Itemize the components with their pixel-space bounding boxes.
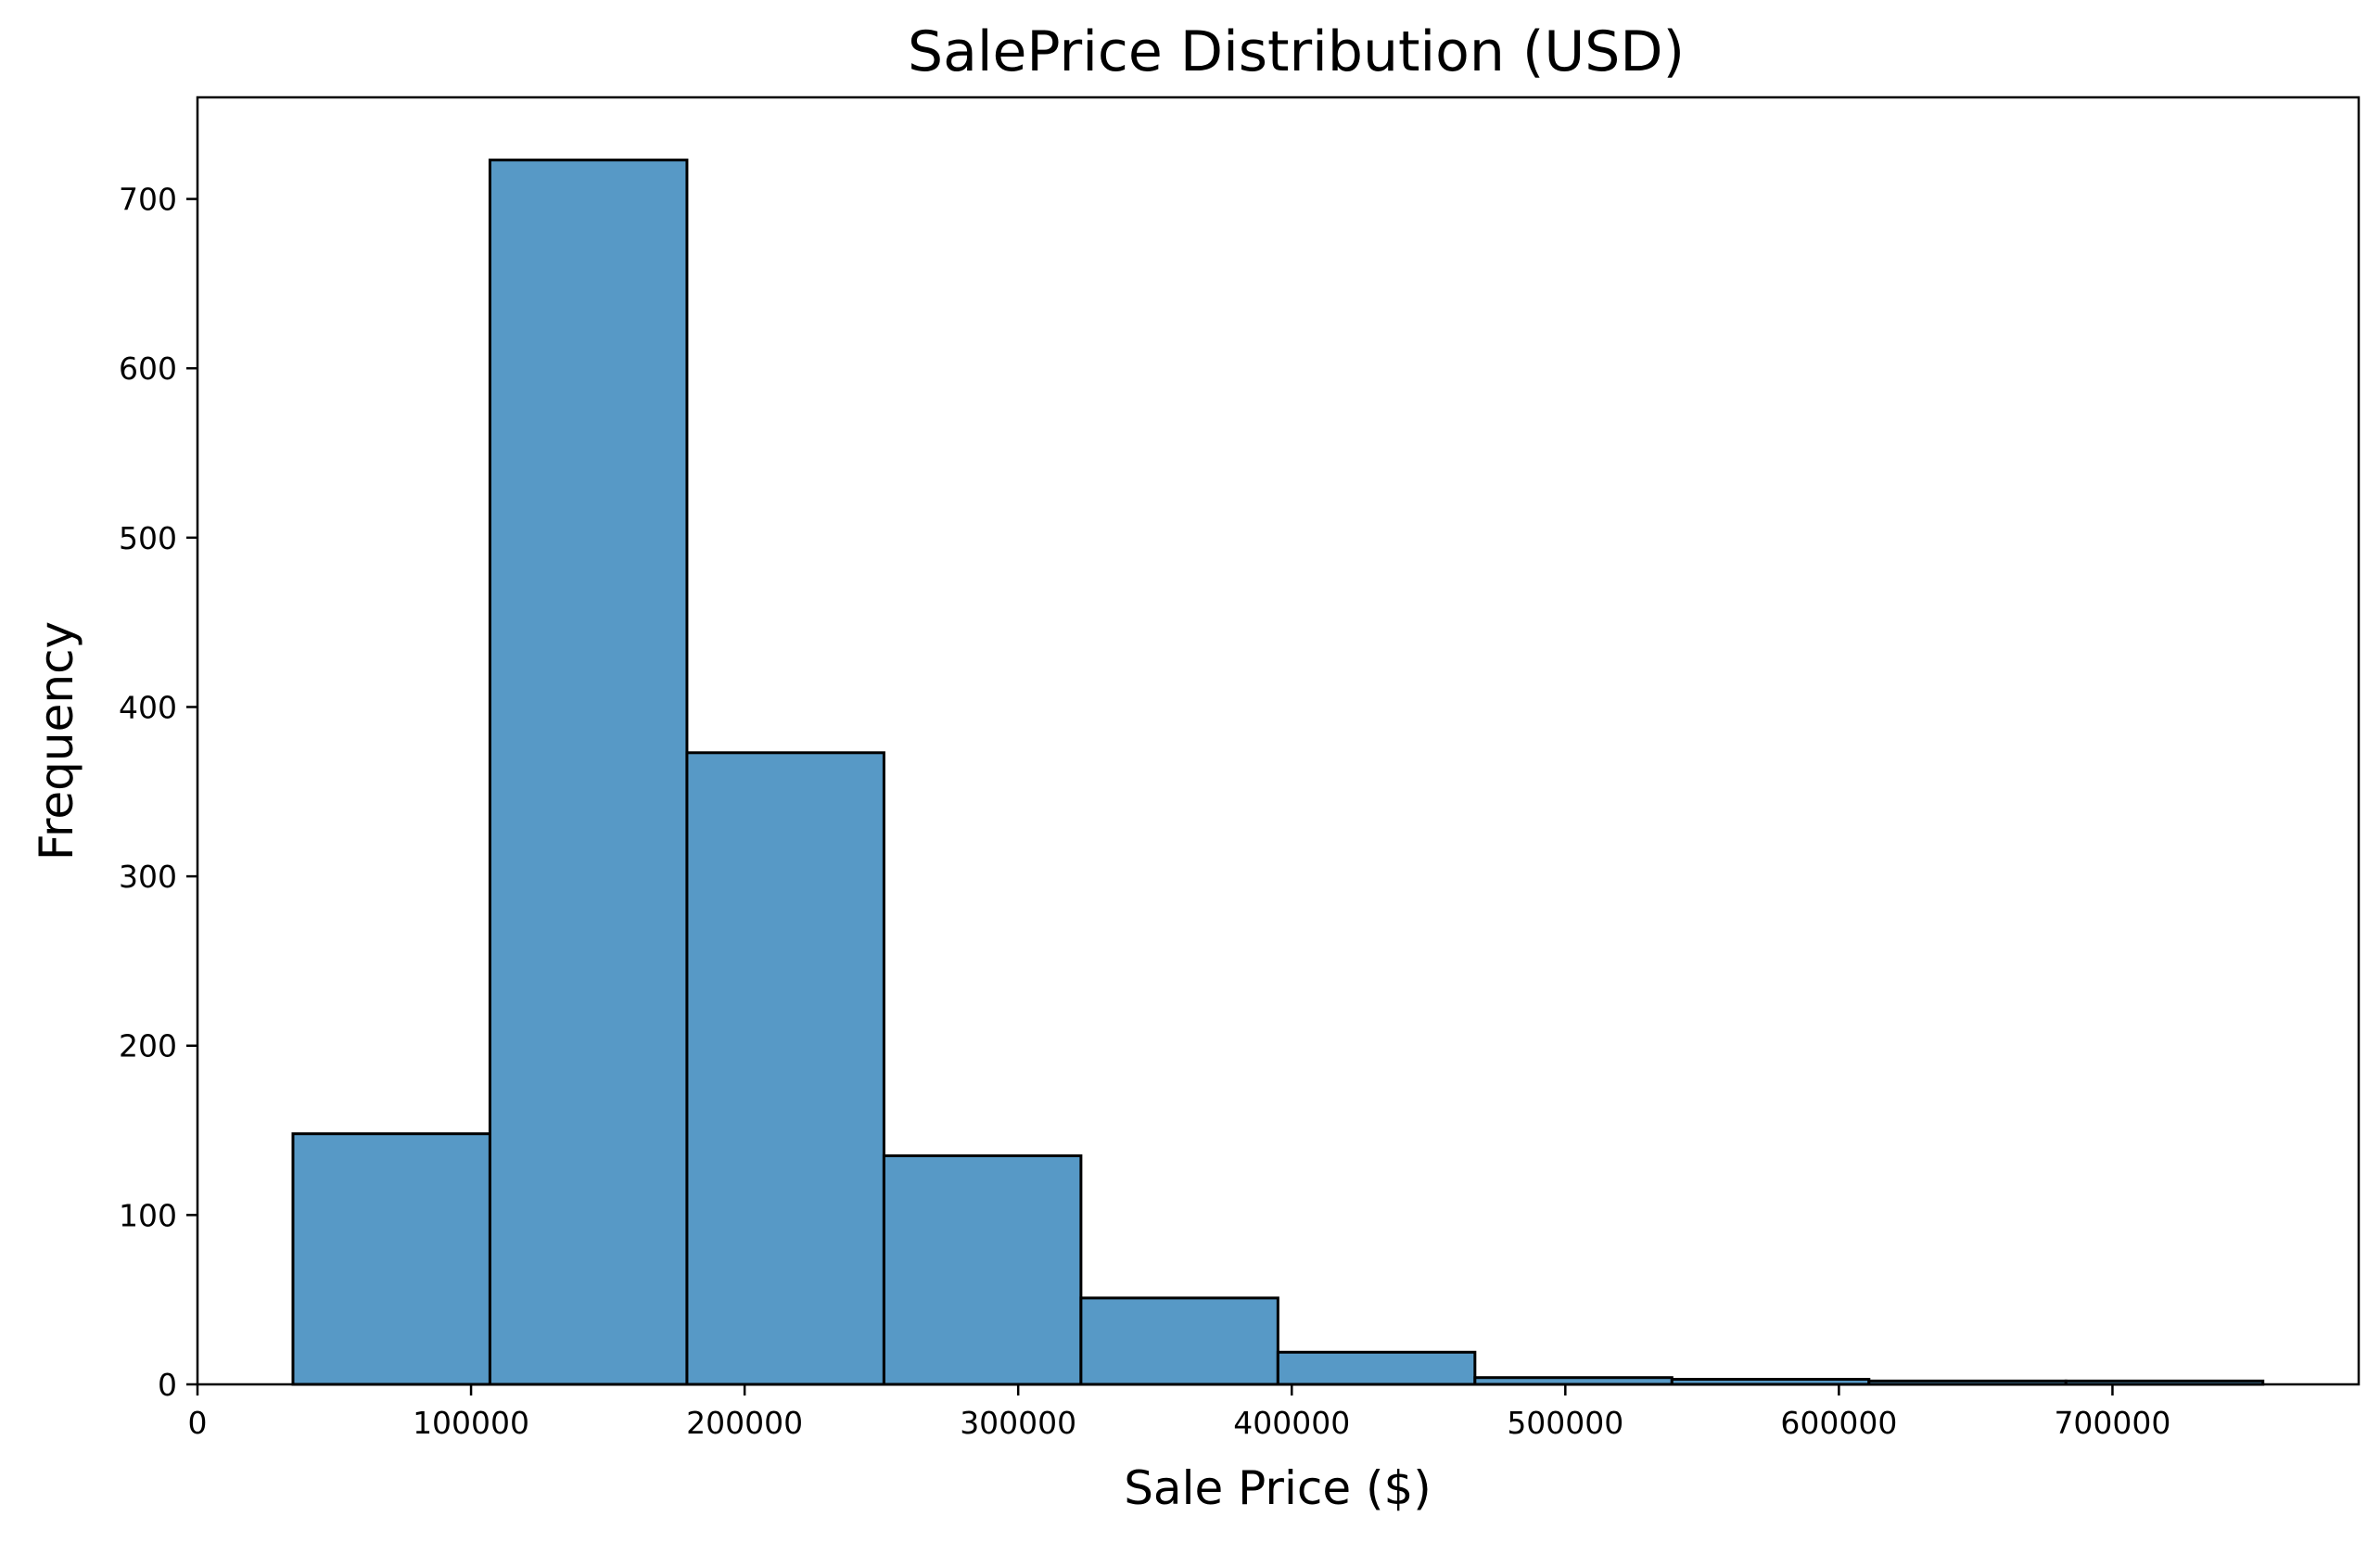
- x-axis-label: Sale Price ($): [1124, 1461, 1432, 1515]
- x-tick-label: 600000: [1780, 1405, 1897, 1441]
- x-tick-label: 500000: [1507, 1405, 1623, 1441]
- histogram-bar-4: [1079, 1296, 1279, 1386]
- bars-group: [291, 159, 2265, 1386]
- chart-title: SalePrice Distribution (USD): [908, 19, 1685, 84]
- y-axis: 0 100 200 300 400 500 600 700: [119, 182, 197, 1403]
- x-tick-label: 200000: [686, 1405, 803, 1441]
- histogram-bar-1: [488, 159, 689, 1386]
- x-tick-label: 700000: [2054, 1405, 2170, 1441]
- histogram-bar-0: [291, 1132, 491, 1386]
- histogram-bar-5: [1276, 1350, 1477, 1386]
- y-tick-label: 400: [119, 689, 177, 725]
- y-tick-label: 700: [119, 182, 177, 218]
- y-tick-label: 500: [119, 520, 177, 556]
- y-tick-label: 300: [119, 859, 177, 895]
- y-tick-label: 0: [158, 1367, 177, 1403]
- y-axis-label: Frequency: [30, 621, 83, 860]
- x-tick-label: 300000: [960, 1405, 1076, 1441]
- x-tick-label: 400000: [1233, 1405, 1350, 1441]
- x-tick-label: 0: [188, 1405, 208, 1441]
- y-tick-label: 100: [119, 1197, 177, 1233]
- plot-frame: [196, 96, 2361, 1386]
- y-tick-label: 200: [119, 1028, 177, 1064]
- x-axis: 0 100000 200000 300000 400000 500000 600000 700…: [188, 1384, 2170, 1441]
- histogram-bar-2: [685, 751, 885, 1386]
- y-tick-label: 600: [119, 350, 177, 387]
- histogram-bar-3: [882, 1153, 1083, 1386]
- x-tick-label: 100000: [413, 1405, 529, 1441]
